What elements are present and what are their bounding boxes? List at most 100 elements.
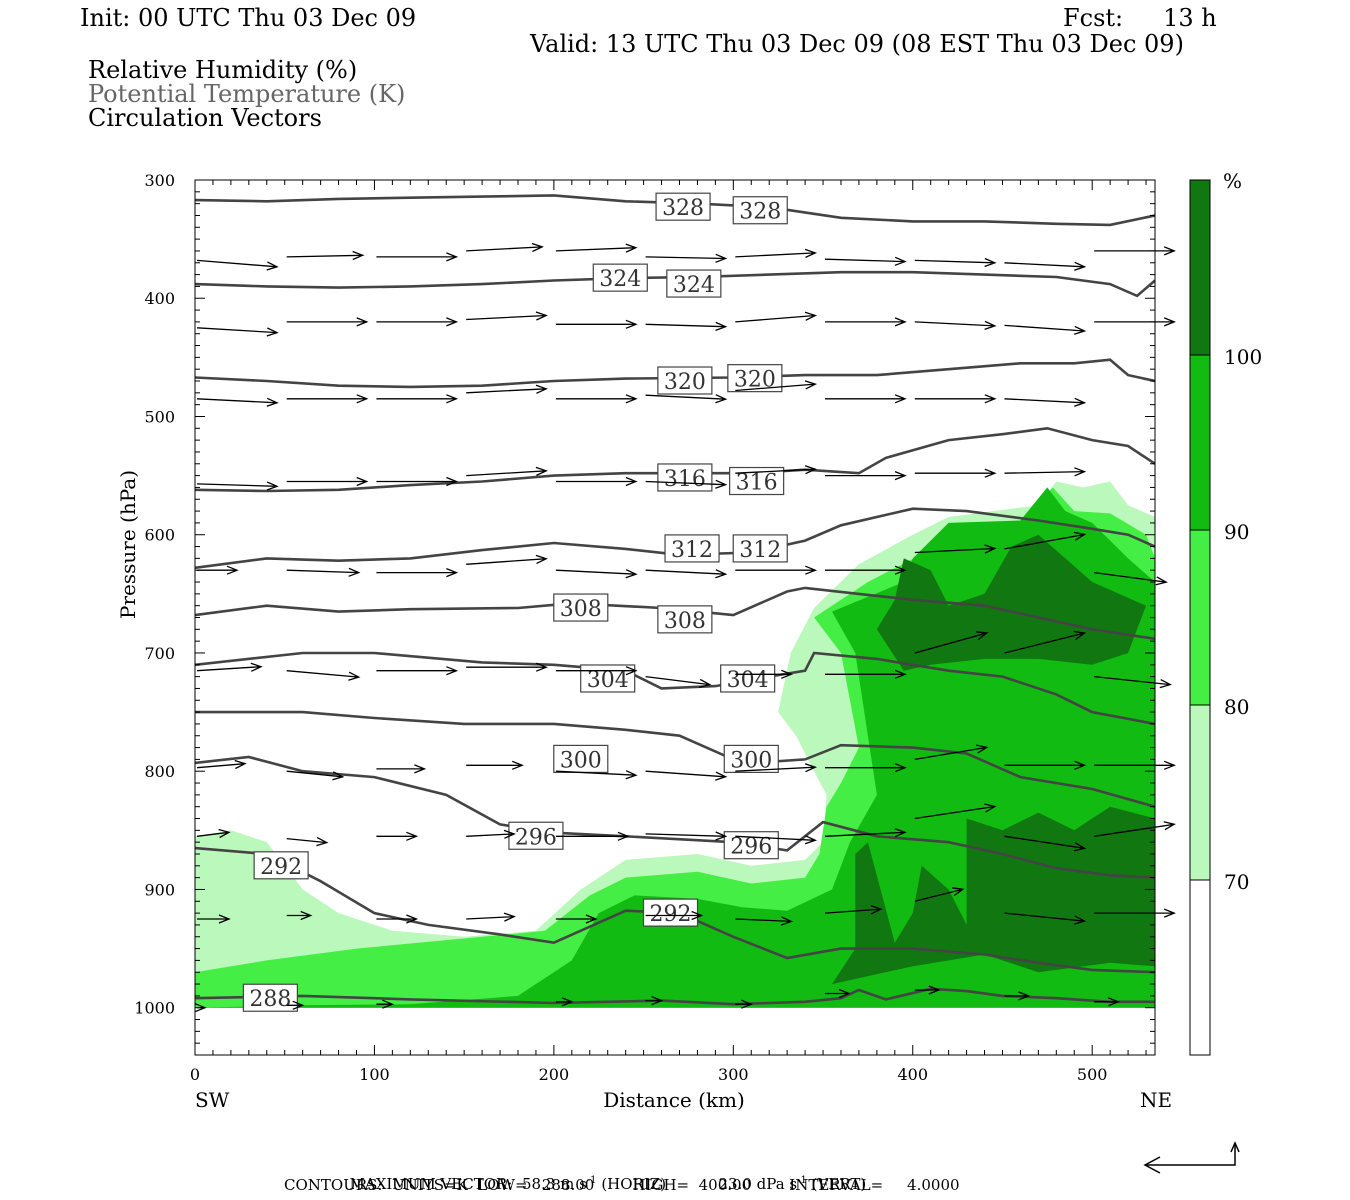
forecast-label: Fcst: (1063, 4, 1124, 32)
vector-arrow (376, 567, 459, 578)
vector-arrow (466, 311, 548, 321)
vector-arrow (196, 481, 279, 491)
vector-arrow (1004, 991, 1031, 1001)
horiz-value: 58.3 m s (521, 1175, 587, 1193)
y-tick-label: 800 (144, 762, 175, 781)
vector-arrow (1004, 324, 1087, 335)
forecast-hour-label: Fcst: 13 h (1063, 4, 1217, 32)
theta-label-box (666, 269, 722, 298)
vector-arrow (555, 394, 638, 404)
colorbar-segment (1189, 704, 1211, 881)
vert-exponent: -1 (797, 1175, 807, 1186)
vector-arrow (645, 770, 728, 781)
vector-arrow (914, 544, 997, 554)
vector-arrow (286, 1000, 305, 1010)
vector-arrow (1004, 912, 1087, 925)
vector-arrow (466, 242, 544, 253)
x-tick-label: 400 (897, 1065, 928, 1084)
vector-arrow (1004, 531, 1087, 550)
vector-arrow (196, 828, 231, 839)
y-tick-label: 700 (144, 644, 175, 663)
vector-arrow (825, 317, 907, 327)
vector-arrow (555, 243, 638, 253)
colorbar-label: 80 (1224, 695, 1249, 719)
vector-arrow (735, 669, 794, 679)
vector-arrow (1094, 821, 1176, 837)
contours-note: CONTOURS: UNITS=K LOW= 288.00 HIGH= 400.… (284, 1176, 960, 1194)
theta-label: 328 (739, 200, 781, 225)
colorbar-segment (1189, 179, 1211, 356)
theta-label-box (508, 821, 564, 850)
vector-arrow (825, 565, 907, 575)
vector-arrow (1094, 246, 1176, 256)
vector-arrow (466, 829, 516, 839)
vector-arrow (466, 912, 516, 922)
horiz-exponent: -1 (586, 1175, 597, 1186)
theta-label: 324 (673, 273, 715, 298)
theta-label: 320 (664, 370, 706, 395)
vector-arrow (196, 662, 263, 672)
theta-label-box (657, 366, 713, 395)
theta-label: 312 (739, 538, 781, 563)
vector-arrow (286, 394, 369, 404)
theta-label: 296 (730, 835, 772, 860)
theta-label-box (553, 593, 609, 622)
vert-value: 23.0 dPa s (718, 1175, 798, 1193)
vector-arrow (1004, 467, 1087, 477)
vector-arrow (735, 916, 794, 926)
colorbar-segment (1189, 529, 1211, 706)
colorbar-label: 100 (1224, 345, 1262, 369)
theta-label: 308 (664, 609, 706, 634)
vector-arrow (555, 666, 638, 676)
theta-label: 316 (664, 467, 706, 492)
colorbar-label: 90 (1224, 520, 1249, 544)
vector-arrow (466, 384, 548, 394)
vector-arrow (1094, 997, 1120, 1007)
vector-arrow (196, 397, 279, 407)
vector-arrow (196, 327, 279, 337)
vector-arrow (645, 910, 704, 921)
vector-arrow (376, 252, 459, 262)
vector-arrow (555, 476, 638, 487)
vector-arrow (735, 465, 818, 475)
theta-label: 316 (736, 471, 778, 496)
theta-label-box (723, 831, 779, 860)
vector-arrow (466, 760, 524, 770)
vector-arrow (914, 803, 997, 820)
vector-arrow (555, 914, 598, 924)
theta-label-box (723, 744, 779, 773)
relative-humidity-fill (195, 481, 1155, 1008)
vector-arrow (1094, 675, 1172, 689)
y-tick-label: 600 (144, 526, 175, 545)
vector-arrow (376, 666, 459, 676)
vector-arrow (914, 257, 997, 268)
x-left-end-label: SW (195, 1088, 230, 1112)
vector-arrow (645, 321, 728, 332)
theta-label: 296 (515, 825, 557, 850)
vector-arrow (555, 997, 574, 1007)
vector-arrow (914, 744, 989, 761)
max-vector-label: MAXIMUM VECTOR: (349, 1175, 513, 1193)
vector-arrow (735, 565, 818, 575)
theta-label-box (720, 664, 776, 693)
valid-time-label: Valid: 13 UTC Thu 03 Dec 09 (08 EST Thu … (530, 30, 1184, 58)
vector-arrow (197, 914, 231, 924)
theta-label: 292 (650, 902, 692, 927)
theta-label: 300 (560, 748, 602, 773)
vector-arrow (197, 565, 239, 575)
vector-arrow (286, 770, 345, 781)
axes: 0 100 200 300 400 500 300 400 500 600 700 800 900 100… (116, 171, 1172, 1112)
theta-label: 292 (260, 855, 302, 880)
vector-arrow (735, 248, 818, 258)
vector-arrow (645, 831, 728, 841)
vector-arrow (825, 763, 907, 773)
vector-arrow (376, 394, 459, 404)
theta-contour-288 (195, 987, 1155, 1006)
vector-arrow (825, 669, 907, 679)
vector-arrow (286, 250, 365, 261)
y-tick-label: 1000 (134, 999, 175, 1018)
field-potential-temperature: Potential Temperature (K) (88, 80, 406, 108)
y-tick-label: 400 (144, 289, 175, 308)
vector-arrow (825, 394, 907, 404)
